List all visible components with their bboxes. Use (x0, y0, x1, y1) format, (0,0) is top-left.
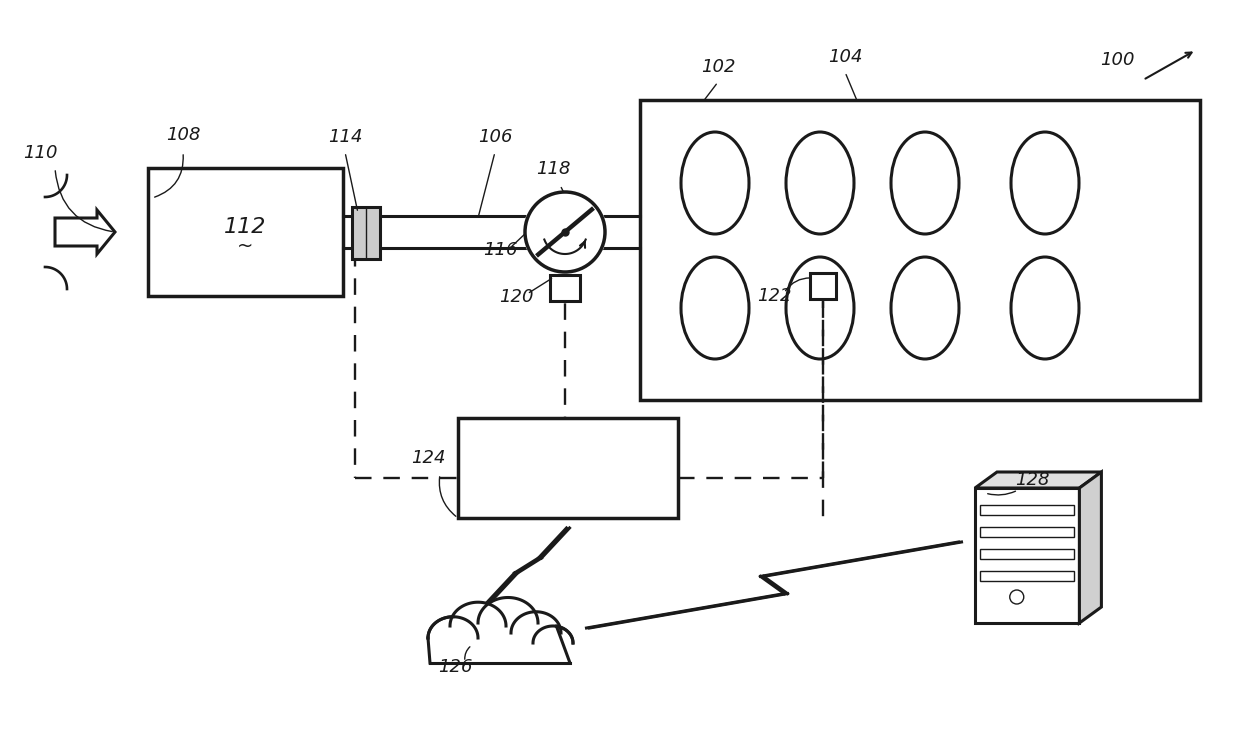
Text: 122: 122 (756, 287, 791, 305)
Text: 128: 128 (1014, 471, 1049, 489)
Text: 112: 112 (224, 217, 267, 237)
Bar (980, 571, 1074, 581)
Text: 110: 110 (22, 144, 57, 162)
Text: 106: 106 (477, 128, 512, 146)
Text: 102: 102 (701, 58, 735, 76)
Bar (352, 207, 379, 259)
Text: 104: 104 (828, 48, 862, 66)
Text: 118: 118 (536, 160, 570, 178)
Bar (980, 505, 1074, 515)
Circle shape (523, 190, 608, 274)
Text: 120: 120 (498, 288, 533, 306)
Bar (810, 273, 836, 299)
Text: 100: 100 (1100, 51, 1135, 69)
Polygon shape (1079, 472, 1101, 623)
Bar (975, 488, 1079, 623)
Polygon shape (975, 472, 1101, 488)
Bar (980, 527, 1074, 537)
Bar (640, 100, 1200, 400)
Text: 114: 114 (327, 128, 362, 146)
Text: 108: 108 (166, 126, 200, 144)
Bar (458, 418, 678, 518)
Text: ~: ~ (237, 236, 254, 256)
FancyArrow shape (55, 210, 115, 254)
Bar (148, 168, 343, 296)
Text: 116: 116 (482, 241, 517, 259)
Text: 126: 126 (438, 658, 472, 676)
Bar (551, 275, 580, 301)
Text: 124: 124 (410, 449, 445, 467)
Bar (980, 549, 1074, 559)
